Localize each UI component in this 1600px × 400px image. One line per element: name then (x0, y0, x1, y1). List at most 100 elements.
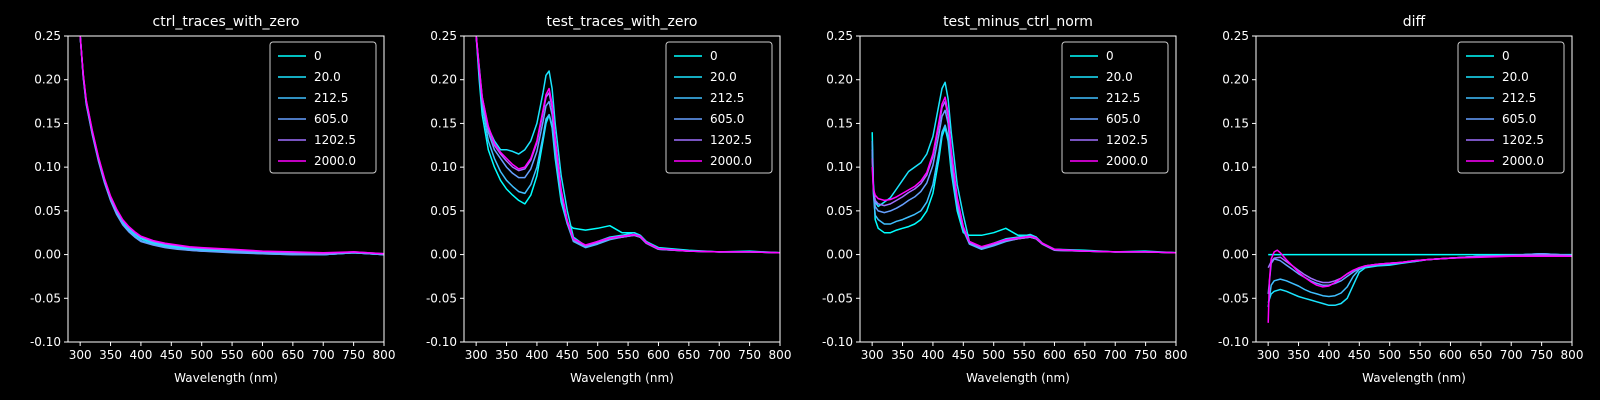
y-tick-label: 0.25 (1222, 29, 1249, 43)
x-axis-label: Wavelength (nm) (1362, 371, 1466, 385)
y-tick-label: 0.20 (34, 73, 61, 87)
y-tick-label: 0.10 (1222, 160, 1249, 174)
x-tick-label: 350 (891, 348, 914, 362)
legend-entry: 212.5 (314, 91, 348, 105)
x-tick-label: 450 (1348, 348, 1371, 362)
y-tick-label: -0.10 (426, 335, 457, 349)
series-group (79, 36, 384, 256)
legend: 0 20.0 212.5 605.0 1202.5 2000.0 (269, 41, 377, 174)
legend-entry: 20.0 (710, 70, 737, 84)
x-tick-label: 350 (99, 348, 122, 362)
x-tick-label: 800 (769, 348, 792, 362)
y-tick-label: 0.25 (430, 29, 457, 43)
legend-entry: 1202.5 (1106, 133, 1148, 147)
series-group (871, 81, 1176, 254)
legend-entry: 1202.5 (710, 133, 752, 147)
x-axis-label: Wavelength (nm) (966, 371, 1070, 385)
y-tick-label: -0.10 (30, 335, 61, 349)
series-line-4 (1267, 253, 1572, 284)
y-tick-label: 0.00 (826, 248, 853, 262)
y-tick-label: 0.05 (1222, 204, 1249, 218)
x-tick-label: 450 (556, 348, 579, 362)
x-tick-label: 800 (1561, 348, 1584, 362)
legend: 0 20.0 212.5 605.0 1202.5 2000.0 (1061, 41, 1169, 174)
series-line-2 (1267, 252, 1572, 308)
y-tick-label: -0.10 (1218, 335, 1249, 349)
chart-title: test_traces_with_zero (547, 14, 698, 30)
y-tick-label: 0.05 (34, 204, 61, 218)
y-tick-label: 0.10 (430, 160, 457, 174)
chart-title: test_minus_ctrl_norm (943, 14, 1093, 30)
x-tick-label: 400 (129, 348, 152, 362)
x-tick-label: 600 (1439, 348, 1462, 362)
x-axis-label: Wavelength (nm) (570, 371, 674, 385)
x-tick-label: 500 (586, 348, 609, 362)
x-tick-label: 750 (738, 348, 761, 362)
x-tick-label: 450 (160, 348, 183, 362)
x-tick-label: 700 (708, 348, 731, 362)
x-tick-label: 700 (312, 348, 335, 362)
chart-title: ctrl_traces_with_zero (153, 14, 300, 30)
x-tick-label: 800 (1165, 348, 1188, 362)
series-line-5 (475, 36, 780, 254)
legend-entry: 212.5 (1106, 91, 1140, 105)
x-tick-label: 450 (952, 348, 975, 362)
legend-entry: 0 (710, 49, 718, 63)
y-tick-label: 0.25 (826, 29, 853, 43)
axes-frame (859, 35, 1177, 343)
x-tick-label: 650 (1469, 348, 1492, 362)
axes-frame (463, 35, 781, 343)
x-tick-label: 600 (1043, 348, 1066, 362)
legend-entry: 605.0 (314, 112, 348, 126)
y-tick-label: -0.05 (30, 291, 61, 305)
y-tick-label: 0.05 (826, 204, 853, 218)
x-tick-label: 800 (373, 348, 396, 362)
y-tick-label: 0.10 (34, 160, 61, 174)
y-tick-label: 0.15 (826, 116, 853, 130)
x-tick-label: 700 (1104, 348, 1127, 362)
x-tick-label: 600 (647, 348, 670, 362)
y-tick-label: -0.05 (426, 291, 457, 305)
x-tick-label: 500 (982, 348, 1005, 362)
y-tick-label: -0.10 (822, 335, 853, 349)
legend-entry: 20.0 (1106, 70, 1133, 84)
x-tick-label: 600 (251, 348, 274, 362)
legend-entry: 0 (1106, 49, 1114, 63)
series-group (475, 36, 780, 254)
x-tick-label: 650 (677, 348, 700, 362)
y-tick-label: 0.20 (430, 73, 457, 87)
legend-entry: 605.0 (1502, 112, 1536, 126)
legend: 0 20.0 212.5 605.0 1202.5 2000.0 (665, 41, 773, 174)
y-tick-label: 0.15 (430, 116, 457, 130)
y-tick-label: 0.00 (34, 248, 61, 262)
x-tick-label: 400 (1317, 348, 1340, 362)
x-tick-label: 500 (190, 348, 213, 362)
y-tick-label: 0.15 (1222, 116, 1249, 130)
y-tick-label: 0.20 (1222, 73, 1249, 87)
y-tick-label: 0.00 (1222, 248, 1249, 262)
x-tick-label: 750 (1530, 348, 1553, 362)
y-tick-label: 0.20 (826, 73, 853, 87)
chart-panel-3: 300 350 400 450 500 550 600 650 700 750 800 -0.10 -0… (1218, 14, 1584, 385)
y-tick-label: 0.25 (34, 29, 61, 43)
series-line-3 (79, 36, 384, 256)
x-axis-label: Wavelength (nm) (174, 371, 278, 385)
chart-panel-0: 300 350 400 450 500 550 600 650 700 750 800 -0.10 -0… (30, 14, 396, 385)
chart-title: diff (1403, 14, 1426, 30)
legend-entry: 0 (1502, 49, 1510, 63)
legend: 0 20.0 212.5 605.0 1202.5 2000.0 (1457, 41, 1565, 174)
x-tick-label: 700 (1500, 348, 1523, 362)
x-tick-label: 500 (1378, 348, 1401, 362)
axes-frame (67, 35, 385, 343)
legend-entry: 605.0 (710, 112, 744, 126)
x-tick-label: 400 (525, 348, 548, 362)
chart-panel-2: 300 350 400 450 500 550 600 650 700 750 800 -0.10 -0… (822, 14, 1188, 385)
x-tick-label: 650 (281, 348, 304, 362)
x-tick-label: 550 (617, 348, 640, 362)
y-tick-label: 0.05 (430, 204, 457, 218)
axes-frame (1255, 35, 1573, 343)
x-tick-label: 550 (1013, 348, 1036, 362)
legend-entry: 2000.0 (710, 154, 752, 168)
x-tick-label: 650 (1073, 348, 1096, 362)
